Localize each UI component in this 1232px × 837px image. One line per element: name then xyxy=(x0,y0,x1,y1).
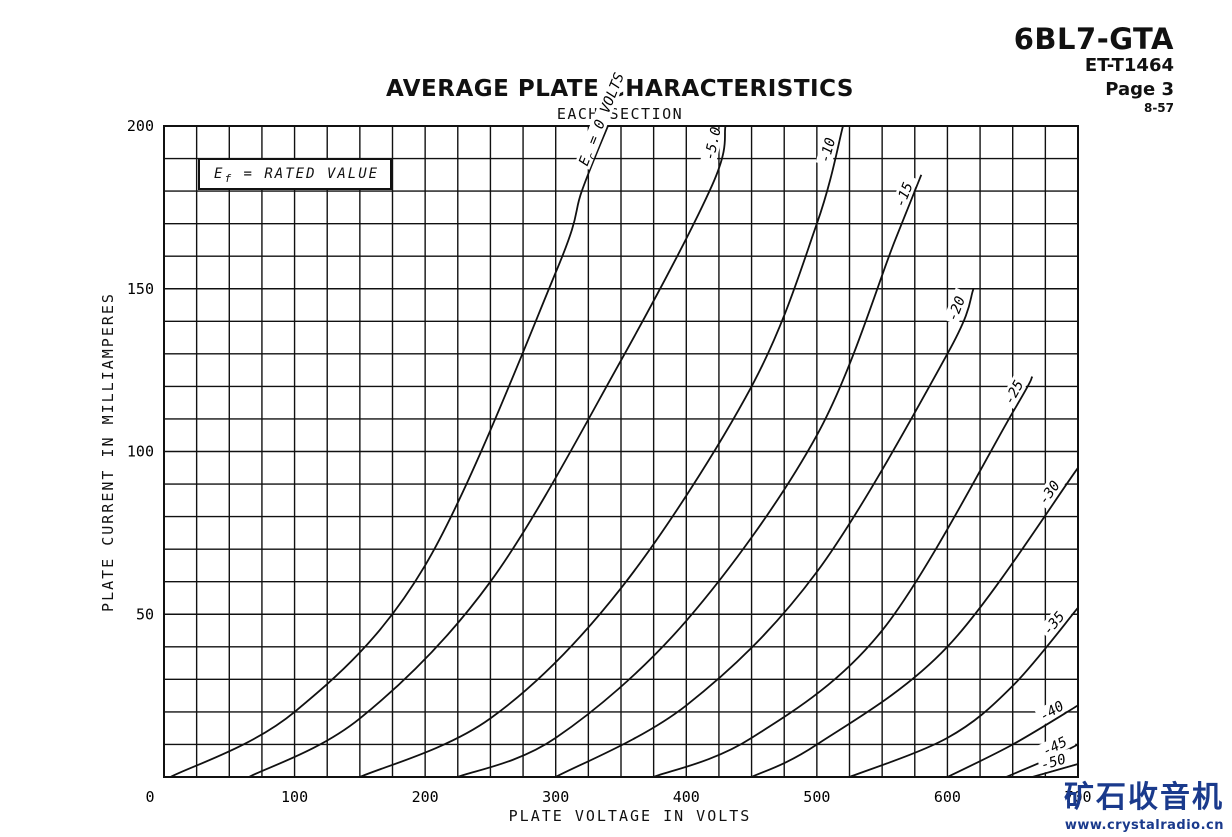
curve-ec-50 xyxy=(1032,763,1079,778)
curve-ec-Ec0VOLTS xyxy=(170,125,609,778)
plot-frame xyxy=(163,125,1079,778)
curve-ec-20 xyxy=(555,288,975,778)
curve-labels: Ec = 0 VOLTS -5.0 -10-15-20-25-30-35-40-45… xyxy=(574,45,1076,774)
curve-label-group: Ec = 0 VOLTS xyxy=(574,45,638,170)
chart-subtitle: EACH SECTION xyxy=(556,105,684,123)
curve-label-bg xyxy=(890,173,919,212)
curve-label-bg xyxy=(1037,603,1073,640)
curve-label-bg xyxy=(1036,748,1075,774)
y-tick-label: 150 xyxy=(127,280,154,298)
x-tick-label: 500 xyxy=(803,788,830,806)
x-tick-label: 200 xyxy=(412,788,439,806)
curve-label-bg xyxy=(943,287,971,326)
curve-ec-25 xyxy=(653,376,1034,778)
et-number: ET-T1464 xyxy=(1084,55,1174,76)
y-tick-label: 100 xyxy=(127,443,154,461)
tube-type-heading: 6BL7-GTA xyxy=(1013,22,1174,56)
curve-label-bg xyxy=(1033,472,1067,509)
axes xyxy=(163,125,1079,778)
y-tick-label: 200 xyxy=(127,117,154,135)
grid xyxy=(164,126,1078,777)
page-number: Page 3 xyxy=(1105,79,1174,100)
curve-ec-35 xyxy=(849,607,1079,778)
curve-label-bg xyxy=(1034,693,1073,726)
curves xyxy=(170,125,1079,778)
curve-label-bg xyxy=(700,126,724,164)
x-tick-label: 300 xyxy=(542,788,569,806)
curve-label-bg xyxy=(1037,730,1076,760)
revision-date: 8-57 xyxy=(1143,101,1174,115)
note-rest: = RATED VALUE xyxy=(233,166,380,182)
curve-label: -5.0 xyxy=(702,126,725,162)
note-e: E xyxy=(214,166,225,182)
curve-ec-40 xyxy=(947,704,1079,778)
y-axis-label: PLATE CURRENT IN MILLIAMPERES xyxy=(99,292,117,612)
x-tick-label: 700 xyxy=(1064,788,1091,806)
curve-ec-30 xyxy=(751,467,1079,778)
curve-ec-5.0 xyxy=(248,125,727,778)
curve-label-group: -10 xyxy=(815,129,840,167)
filament-note: Ef = RATED VALUE xyxy=(214,166,379,185)
curve-ec-15 xyxy=(457,174,923,778)
x-axis-label: PLATE VOLTAGE IN VOLTS xyxy=(508,807,752,825)
curve-ec-10 xyxy=(359,125,844,778)
curve-label-bg xyxy=(815,129,840,167)
filament-note-box: Ef = RATED VALUE xyxy=(198,158,392,190)
watermark-logo: 矿石收音机 xyxy=(1064,780,1224,815)
curve-label-group: -50 xyxy=(1036,748,1075,774)
note-subscript: f xyxy=(224,171,234,185)
curve-label-bg xyxy=(999,371,1030,409)
x-tick-label: 600 xyxy=(934,788,961,806)
curve-label-group: -5.0 xyxy=(700,126,725,164)
watermark-url: www.crystalradio.cn xyxy=(1064,818,1224,833)
y-tick-label: 50 xyxy=(136,605,154,623)
curve-label: -10 xyxy=(817,136,839,165)
x-tick-label: 0 xyxy=(145,788,154,806)
curve-label: -50 xyxy=(1039,751,1068,773)
curve-label-bg xyxy=(574,45,638,170)
x-tick-label: 100 xyxy=(281,788,308,806)
watermark: 矿石收音机 www.crystalradio.cn xyxy=(1064,772,1224,833)
x-tick-label: 400 xyxy=(673,788,700,806)
tick-labels: 0 100 200 300 400 500 600 700 50 100 150 200 xyxy=(127,117,1092,806)
